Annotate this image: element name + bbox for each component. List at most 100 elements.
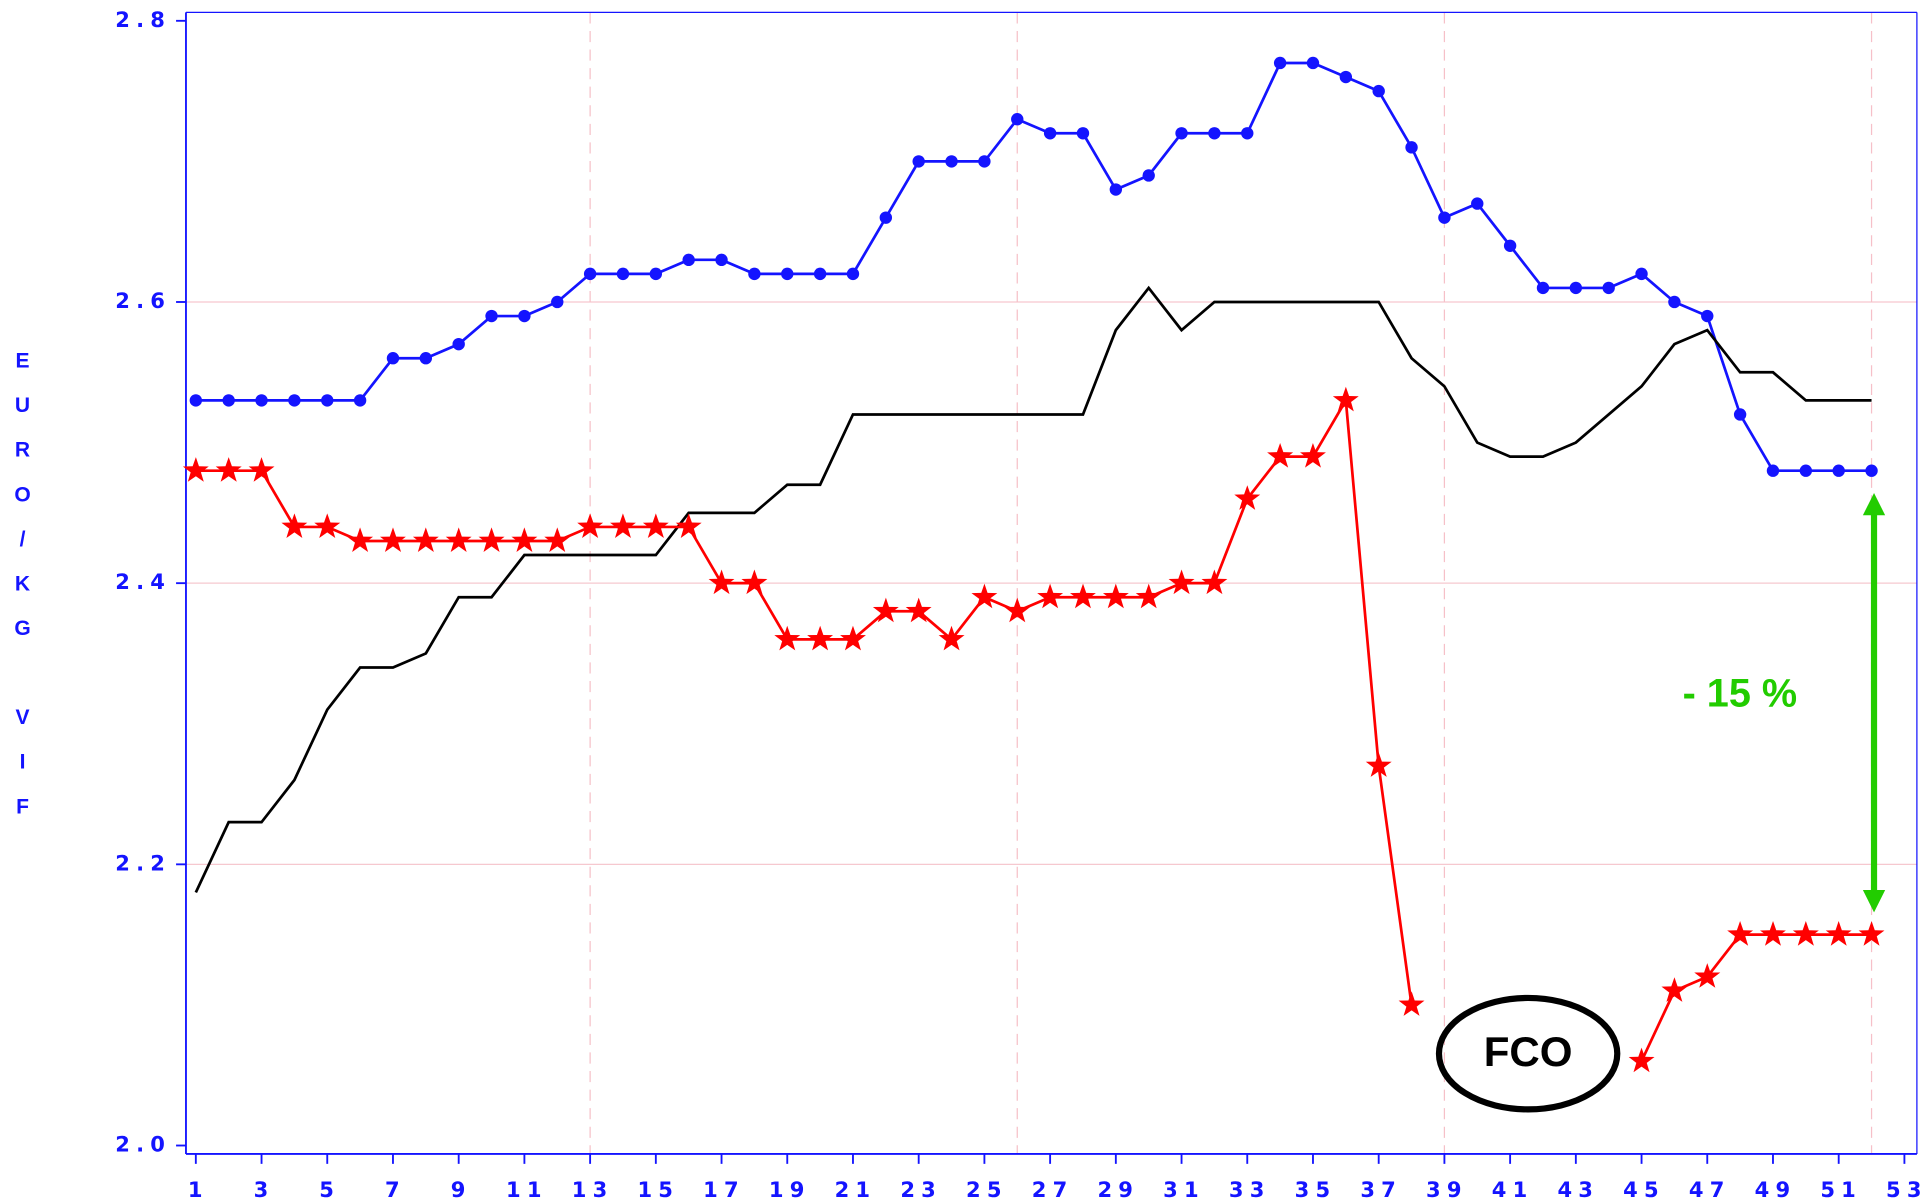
point: [1365, 752, 1392, 777]
point: [616, 267, 630, 281]
arrow-head: [1862, 492, 1886, 516]
x-tick-label: 3: [254, 1177, 275, 1201]
point: [321, 394, 334, 407]
point: [879, 211, 893, 224]
point: [846, 267, 860, 281]
point: [1070, 583, 1096, 609]
point: [419, 352, 433, 365]
point: [1339, 70, 1353, 84]
point: [255, 394, 268, 407]
x-tick-label: 31: [1163, 1177, 1205, 1201]
point: [1241, 127, 1254, 140]
point: [1208, 127, 1221, 140]
x-tick-label: 45: [1623, 1177, 1665, 1201]
point: [1142, 169, 1155, 182]
y-axis-label-char: /: [20, 527, 26, 550]
point: [905, 597, 932, 623]
x-tick-label: 29: [1097, 1177, 1139, 1201]
point: [1306, 56, 1320, 70]
point: [1037, 583, 1064, 609]
point: [1569, 281, 1583, 295]
annotation: - 15 %: [1683, 671, 1797, 715]
point: [1766, 464, 1780, 477]
point: [1273, 56, 1287, 70]
point: [1858, 921, 1885, 946]
series-line: [195, 396, 1872, 1062]
point: [748, 267, 761, 281]
x-tick-label: 11: [506, 1177, 548, 1201]
y-axis-label-char: O: [14, 483, 30, 506]
y-axis-label-char: E: [16, 349, 30, 372]
point: [1832, 464, 1845, 477]
x-tick-label: 39: [1426, 1177, 1468, 1201]
point: [1076, 127, 1090, 140]
y-axis-label-char: I: [20, 750, 26, 773]
point: [347, 527, 374, 552]
x-tick-label: 41: [1492, 1177, 1534, 1201]
y-axis-label-char: R: [15, 438, 30, 461]
x-tick-label: 23: [900, 1177, 942, 1201]
point: [978, 155, 991, 168]
point: [182, 457, 209, 482]
point: [1760, 921, 1786, 946]
point: [485, 309, 498, 323]
point: [1135, 583, 1162, 609]
point: [1792, 921, 1819, 946]
x-tick-label: 7: [385, 1177, 406, 1201]
point: [1332, 386, 1359, 412]
point: [544, 527, 571, 552]
point: [1628, 1047, 1655, 1073]
y-tick-label: 2.4: [115, 569, 171, 594]
point: [675, 513, 702, 538]
point: [1201, 569, 1228, 595]
point: [1733, 408, 1747, 421]
x-tick-label: 51: [1820, 1177, 1862, 1201]
x-tick-label: 53: [1886, 1177, 1928, 1201]
y-axis-label-char: F: [16, 795, 29, 818]
point: [1175, 127, 1188, 140]
point: [642, 513, 669, 538]
point: [1536, 281, 1550, 295]
x-tick-label: 21: [835, 1177, 877, 1201]
x-tick-label: 1: [188, 1177, 209, 1201]
y-axis-label-char: G: [14, 617, 30, 640]
series-line: [194, 285, 1872, 894]
point: [189, 394, 203, 407]
point: [1011, 113, 1024, 126]
point: [610, 513, 636, 538]
point: [1701, 309, 1714, 323]
annotation: FCO: [1484, 1028, 1573, 1075]
y-axis-label-char: U: [15, 394, 30, 417]
x-tick-label: 19: [769, 1177, 811, 1201]
point: [872, 597, 899, 623]
point: [1168, 569, 1195, 595]
x-tick-label: 15: [637, 1177, 679, 1201]
point: [1635, 267, 1648, 281]
point: [840, 625, 866, 651]
point: [577, 513, 604, 538]
point: [1102, 583, 1129, 609]
point: [281, 513, 308, 538]
point: [412, 527, 439, 552]
point: [215, 457, 242, 482]
point: [353, 394, 367, 407]
point: [222, 394, 235, 407]
point: [715, 253, 728, 267]
point: [708, 569, 735, 595]
point: [774, 625, 801, 651]
point: [314, 513, 341, 538]
point: [1799, 464, 1813, 477]
point: [1438, 211, 1451, 224]
point: [971, 583, 998, 609]
x-tick-label: 49: [1755, 1177, 1797, 1201]
arrow-head: [1862, 890, 1886, 913]
point: [938, 625, 965, 651]
point: [452, 337, 465, 351]
point: [1398, 991, 1425, 1016]
point: [1602, 281, 1615, 295]
x-tick-label: 17: [703, 1177, 745, 1201]
point: [1372, 84, 1385, 98]
y-axis-label-char: V: [16, 706, 30, 729]
